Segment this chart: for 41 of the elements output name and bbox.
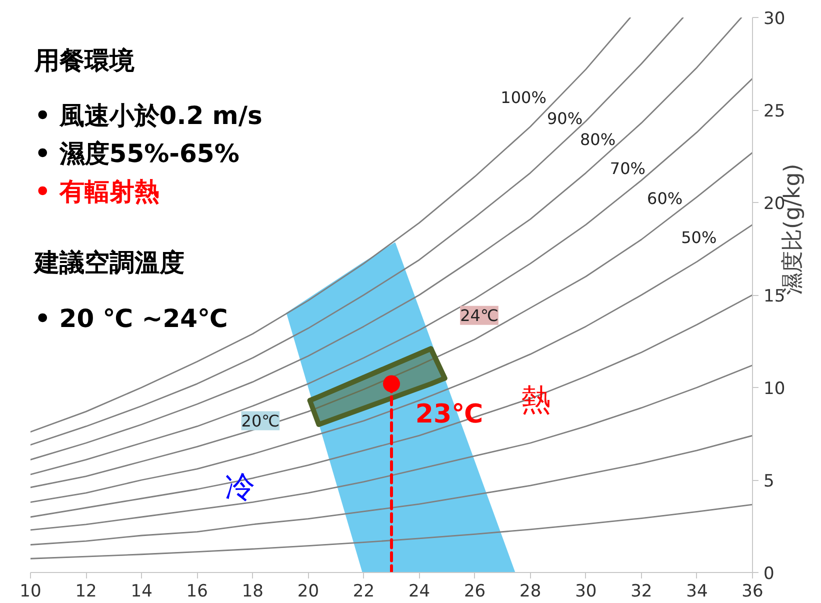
line-series: [30, 434, 752, 546]
annotation: • 20 ℃ ~24℃: [34, 304, 228, 333]
annotation: 70%: [610, 159, 646, 178]
annotation: 用餐環境: [34, 46, 135, 75]
annotation: 100%: [500, 88, 546, 107]
line-series: [30, 364, 752, 531]
x-tick-label: 24: [408, 582, 430, 602]
annotation: 冷: [224, 470, 255, 505]
annotation: 60%: [647, 189, 683, 208]
x-tick-label: 30: [575, 582, 597, 602]
x-tick-label: 10: [20, 582, 42, 602]
x-tick-label: 28: [520, 582, 542, 602]
annotation: 20℃: [241, 411, 280, 430]
x-tick-label: 16: [186, 582, 208, 602]
annotation: 80%: [580, 130, 616, 149]
x-tick-label: 34: [686, 582, 708, 602]
annotation: 建議空調溫度: [32, 248, 185, 277]
x-tick-label: 32: [630, 582, 652, 602]
line-series: [30, 504, 752, 560]
x-tick-label: 18: [242, 582, 264, 602]
annotation: • 有輻射熱: [34, 177, 160, 206]
y-tick-label: 25: [764, 102, 786, 122]
x-tick-label: 12: [75, 582, 97, 602]
x-tick-label: 22: [352, 582, 375, 602]
annotation: 50%: [681, 228, 717, 247]
x-tick-label: 20: [297, 582, 320, 602]
line-series: [30, 294, 752, 518]
annotation: • 濕度55%-65%: [34, 139, 240, 168]
annotation: 24℃: [460, 306, 498, 325]
x-tick-label: 26: [464, 582, 486, 602]
y-tick-label: 30: [764, 9, 786, 29]
y-tick-label: 15: [764, 286, 786, 306]
y-tick-label: 0: [764, 564, 774, 584]
annotation: 90%: [547, 109, 583, 128]
line-series: [30, 224, 752, 503]
y-tick-label: 10: [764, 379, 786, 399]
x-tick-label: 14: [130, 582, 152, 602]
annotation: 熱: [520, 382, 551, 418]
y-tick-label: 5: [764, 472, 774, 492]
annotation: • 風速小於0.2 m/s: [34, 101, 262, 130]
x-tick-label: 36: [742, 582, 764, 602]
